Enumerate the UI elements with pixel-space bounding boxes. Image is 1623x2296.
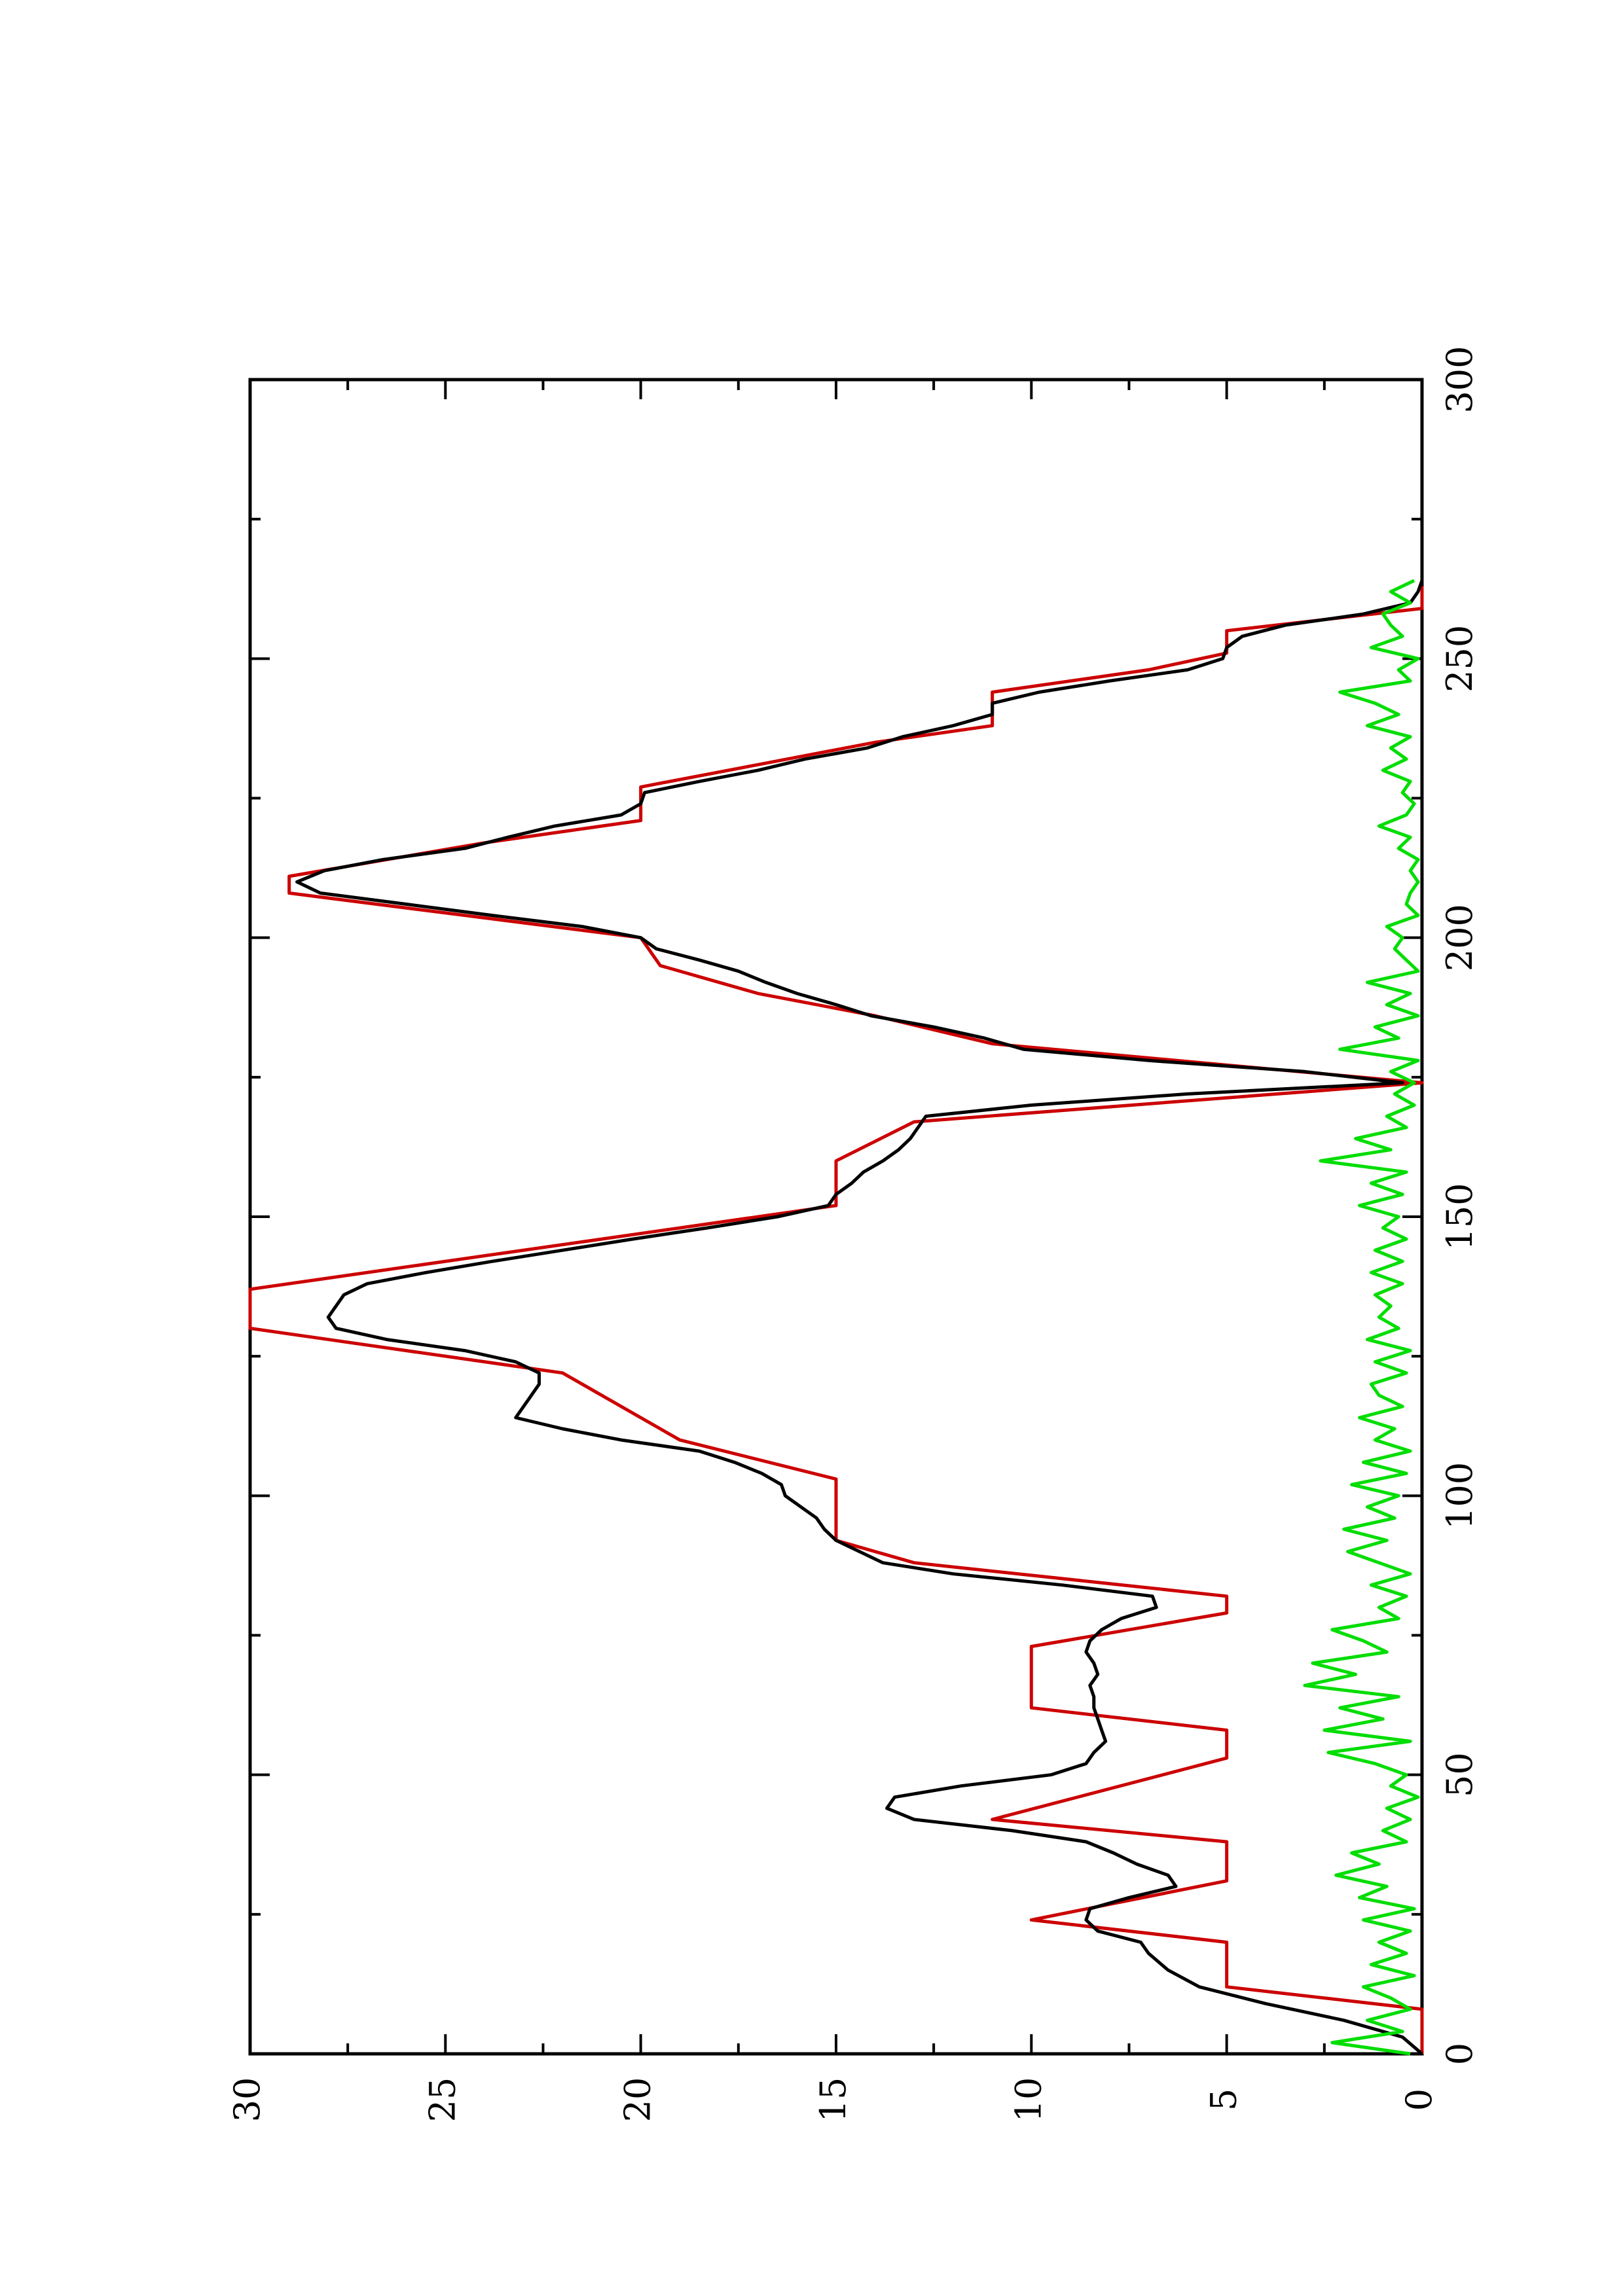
x-tick-label: 250 bbox=[1439, 625, 1480, 692]
y-tick-label: 0 bbox=[1398, 2089, 1440, 2111]
x-tick-label: 100 bbox=[1439, 1462, 1480, 1530]
series-layer bbox=[248, 579, 1424, 2056]
x-tick-label: 300 bbox=[1439, 346, 1480, 413]
series-line-3 bbox=[1303, 579, 1420, 2056]
y-tick-label: 10 bbox=[1008, 2077, 1049, 2123]
y-tick-label: 15 bbox=[812, 2077, 854, 2123]
y-axis-ticks: 0 5 10 15 20 25 30 bbox=[227, 380, 1440, 2122]
plot-frame bbox=[248, 378, 1424, 2056]
y-tick-label: 20 bbox=[617, 2077, 659, 2123]
plot-area bbox=[248, 378, 1424, 2056]
x-tick-label: 150 bbox=[1439, 1183, 1480, 1250]
y-tick-label: 30 bbox=[227, 2077, 268, 2123]
series-line-1 bbox=[248, 586, 1424, 2054]
y-tick-label: 25 bbox=[422, 2077, 463, 2123]
y-tick-label: 5 bbox=[1203, 2089, 1245, 2111]
x-tick-label: 200 bbox=[1439, 904, 1480, 971]
series-line-2 bbox=[295, 580, 1424, 2055]
x-tick-label: 50 bbox=[1439, 1752, 1480, 1797]
x-axis-ticks: 0 50 100 150 200 250 300 bbox=[250, 346, 1480, 2065]
x-tick-label: 0 bbox=[1439, 2043, 1480, 2065]
